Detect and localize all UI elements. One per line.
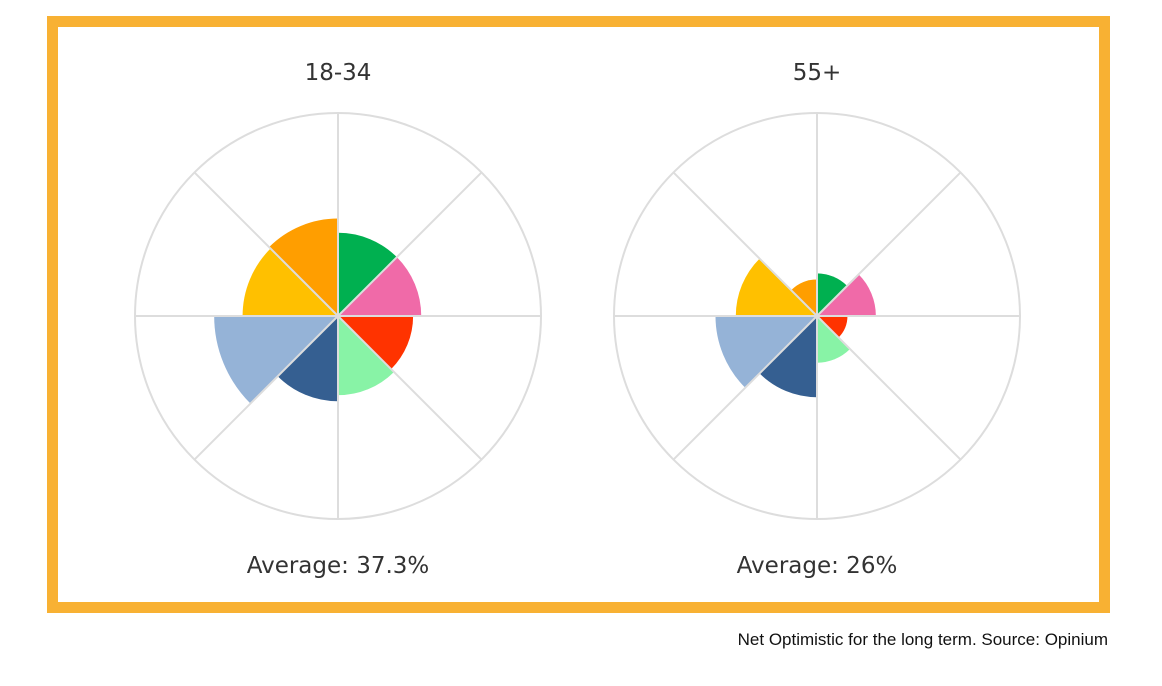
- grid-spoke: [816, 171, 962, 317]
- source-caption: Net Optimistic for the long term. Source…: [737, 630, 1108, 649]
- sector-2: [338, 257, 422, 316]
- grid-spoke: [672, 315, 818, 461]
- sector-6: [214, 316, 338, 404]
- sector-6: [715, 316, 817, 388]
- chart-title: 55+: [793, 60, 842, 86]
- sector-2: [817, 274, 876, 316]
- sector-5: [759, 316, 817, 398]
- sector-4: [817, 316, 851, 363]
- grid-spoke: [816, 315, 962, 461]
- grid-spoke: [193, 315, 339, 461]
- average-label: Average: 37.3%: [247, 553, 430, 579]
- sector-4: [338, 316, 394, 396]
- grid-spoke: [193, 171, 339, 317]
- grid-spoke: [337, 315, 483, 461]
- chart-frame: [47, 16, 1110, 613]
- grid-circle: [134, 112, 542, 520]
- grid-spoke: [337, 171, 483, 317]
- polar-chart-18-34: 18-34 Average: 37.3%: [134, 60, 542, 579]
- grid-spoke: [672, 171, 818, 317]
- sector-3: [338, 316, 414, 370]
- sector-1: [338, 232, 397, 316]
- sector-5: [277, 316, 338, 402]
- sector-7: [735, 258, 817, 316]
- polar-chart-55-plus: 55+ Average: 26%: [613, 60, 1021, 579]
- sector-8: [791, 279, 817, 316]
- sector-8: [269, 218, 338, 316]
- sector-3: [817, 316, 848, 338]
- average-label: Average: 26%: [737, 553, 898, 579]
- sector-7: [242, 248, 338, 316]
- sector-1: [817, 273, 848, 316]
- chart-title: 18-34: [305, 60, 372, 86]
- grid-circle: [613, 112, 1021, 520]
